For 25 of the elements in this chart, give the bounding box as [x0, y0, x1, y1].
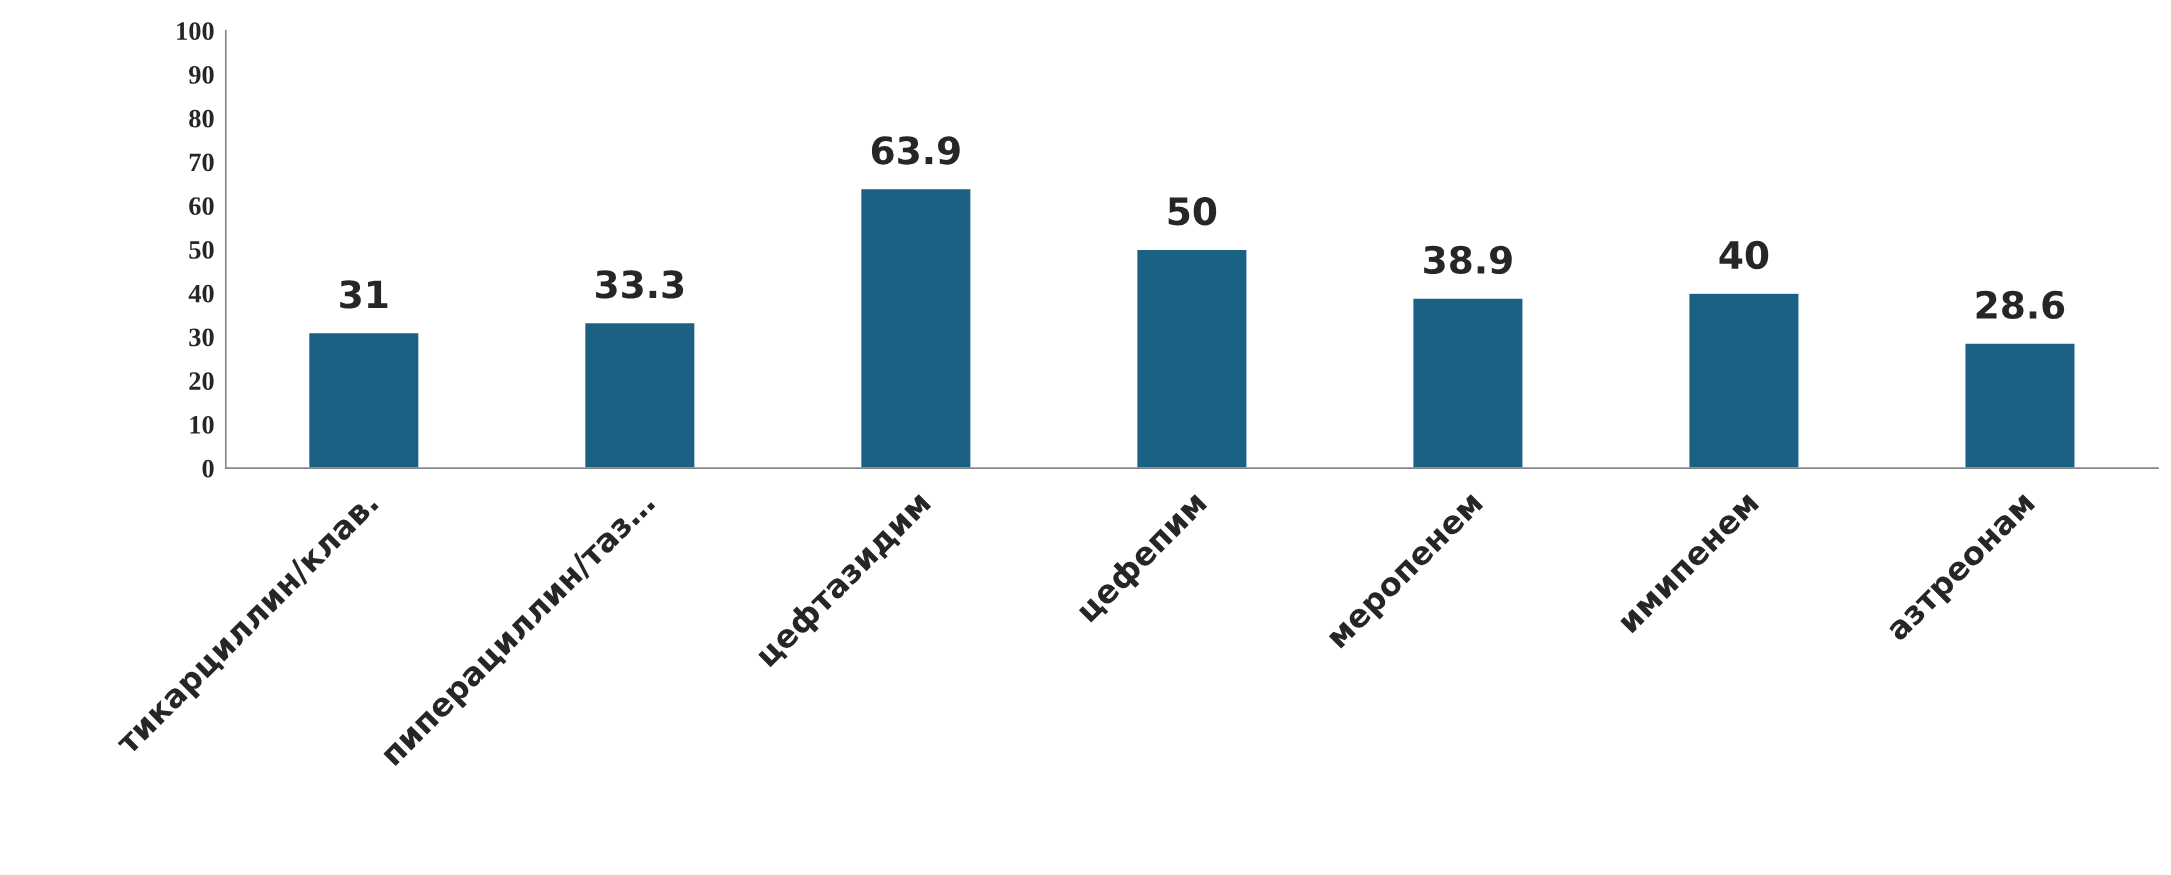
y-tick-label: 0: [202, 459, 214, 478]
y-tick-label: 80: [189, 109, 214, 128]
data-label: 63.9: [871, 136, 960, 165]
y-tick-label: 10: [190, 415, 214, 434]
bar: [307, 331, 420, 469]
y-tick-label: 40: [188, 284, 214, 303]
y-tick-label: 30: [189, 328, 214, 347]
data-label: 40: [1719, 240, 1769, 270]
y-tick-label: 20: [189, 372, 214, 391]
data-label: 33.3: [596, 270, 684, 299]
bar: [1412, 297, 1524, 469]
y-tick-label: 50: [189, 240, 214, 259]
data-label: 31: [340, 280, 388, 309]
data-label: 50: [1168, 197, 1217, 226]
y-tick-label: 60: [189, 197, 214, 216]
data-label: 38.9: [1424, 245, 1512, 275]
bar: [859, 187, 972, 469]
bar: [583, 321, 696, 469]
bar: [1688, 292, 1800, 469]
bar: [1135, 248, 1248, 469]
data-label: 28.6: [1976, 290, 2065, 320]
y-tick-label: 70: [189, 153, 214, 172]
y-tick-label: 90: [189, 65, 214, 84]
y-tick-label: 100: [177, 22, 214, 41]
bar: [1964, 342, 2076, 469]
